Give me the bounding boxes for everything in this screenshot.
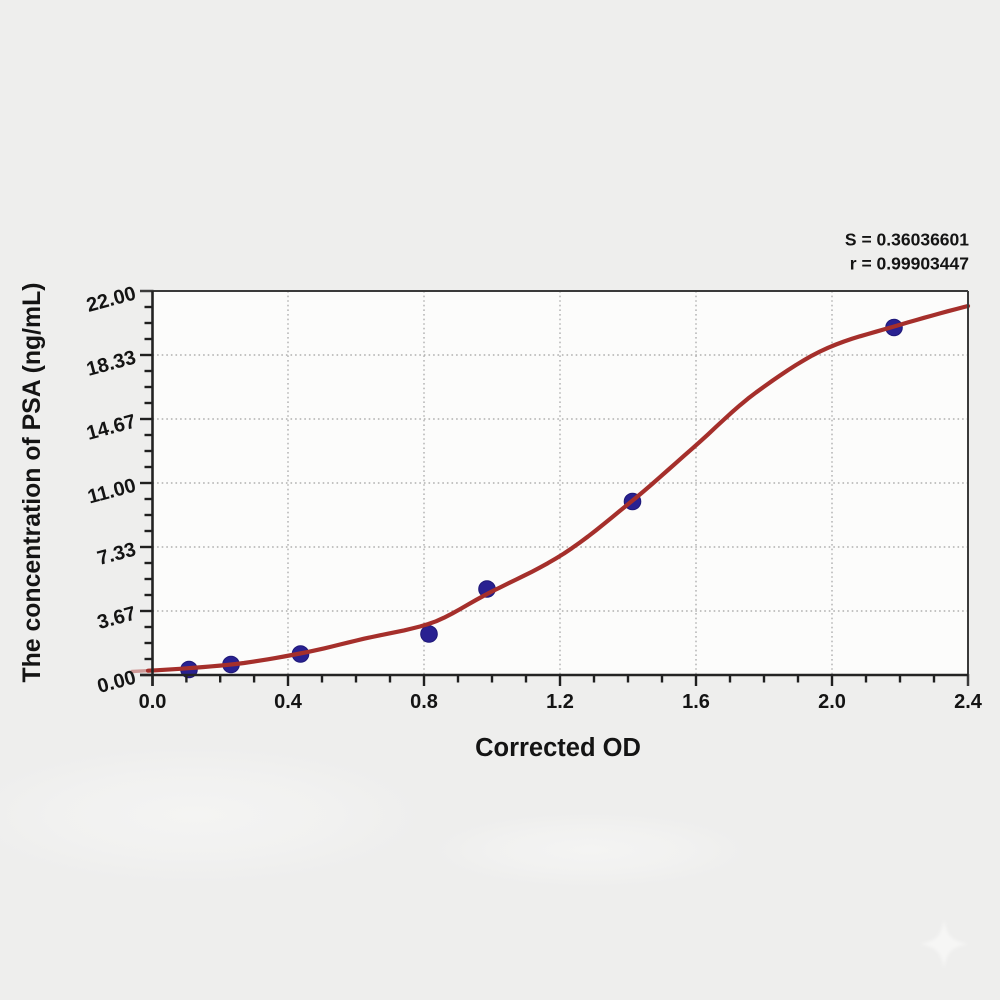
svg-text:2.0: 2.0 [818,691,846,713]
svg-text:1.2: 1.2 [546,691,574,713]
svg-text:r = 0.99903447: r = 0.99903447 [850,254,969,274]
svg-text:1.6: 1.6 [682,691,710,713]
svg-text:Corrected OD: Corrected OD [475,734,641,762]
svg-text:The concentration of PSA (ng/m: The concentration of PSA (ng/mL) [19,283,46,683]
svg-text:0.4: 0.4 [274,691,303,713]
svg-text:2.4: 2.4 [954,691,983,713]
svg-text:0.8: 0.8 [410,691,438,713]
svg-text:S = 0.36036601: S = 0.36036601 [845,230,969,250]
svg-text:0.0: 0.0 [139,691,167,713]
